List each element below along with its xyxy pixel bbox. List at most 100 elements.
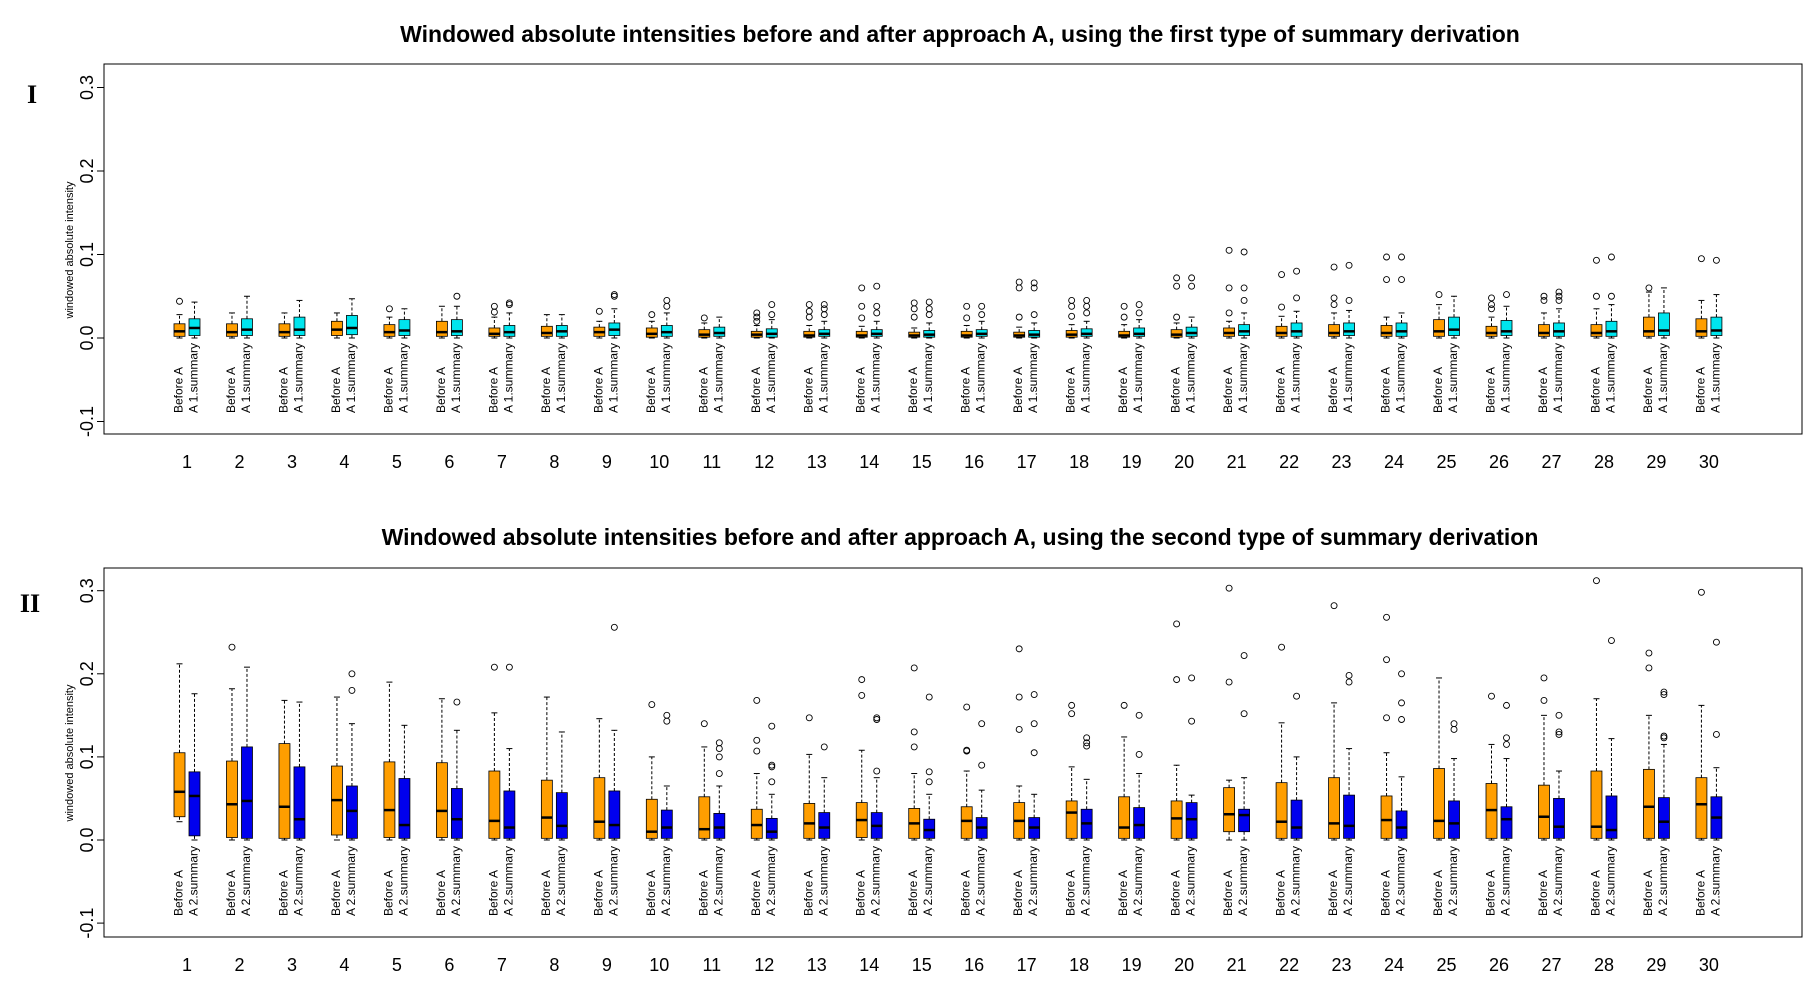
box-after: A 2.summary bbox=[1341, 672, 1355, 916]
outlier-point bbox=[1398, 670, 1405, 678]
box-before: Before A bbox=[1641, 649, 1655, 916]
outlier-point bbox=[1240, 710, 1248, 718]
box-body bbox=[278, 323, 291, 337]
box-label: Before A bbox=[276, 367, 290, 413]
group-label: 27 bbox=[1541, 452, 1561, 472]
outlier-point bbox=[820, 311, 828, 319]
box-after: A 2.summary bbox=[1603, 637, 1618, 916]
outlier-point bbox=[700, 720, 708, 728]
box-label: Before A bbox=[1169, 870, 1183, 916]
box-body bbox=[1710, 316, 1723, 336]
box-label: A 2.summary bbox=[344, 846, 358, 916]
box-before: Before A bbox=[1431, 677, 1445, 916]
box-body bbox=[1275, 782, 1288, 839]
box-body bbox=[1343, 794, 1355, 839]
outlier-point bbox=[1330, 294, 1338, 302]
box-body bbox=[1448, 800, 1460, 839]
outlier-point bbox=[1068, 710, 1076, 718]
box-label: A 2.summary bbox=[1551, 846, 1565, 916]
box-label: A 1.summary bbox=[974, 343, 988, 413]
box-after: A 2.summary bbox=[239, 666, 253, 916]
outlier-point bbox=[1240, 248, 1248, 256]
box-label: Before A bbox=[224, 870, 238, 916]
group-label: 19 bbox=[1122, 452, 1142, 472]
box-before: Before A bbox=[434, 698, 448, 916]
outlier-point bbox=[1503, 734, 1510, 742]
box-before: Before A bbox=[591, 718, 605, 916]
outlier-point bbox=[1593, 292, 1600, 300]
outlier-point bbox=[1593, 256, 1600, 264]
box-body bbox=[241, 318, 253, 336]
box-body bbox=[713, 326, 726, 337]
outlier-point bbox=[1503, 701, 1510, 709]
box-label: Before A bbox=[1274, 870, 1288, 916]
box-body bbox=[1118, 796, 1131, 839]
box-body bbox=[555, 792, 568, 839]
box-body bbox=[660, 809, 673, 839]
outlier-point bbox=[176, 297, 183, 305]
group-label: 19 bbox=[1122, 955, 1142, 975]
outlier-point bbox=[768, 722, 776, 730]
box-after: A 1.summary bbox=[396, 308, 410, 413]
box-label: A 1.summary bbox=[344, 343, 358, 413]
box-body bbox=[803, 803, 816, 839]
box-label: Before A bbox=[854, 367, 868, 413]
box-label: A 2.summary bbox=[187, 846, 201, 916]
y-tick-label: 0.0 bbox=[77, 827, 97, 852]
group-label: 26 bbox=[1489, 955, 1509, 975]
box-label: A 2.summary bbox=[606, 846, 620, 916]
box-label: Before A bbox=[434, 870, 448, 916]
box-label: Before A bbox=[591, 870, 605, 916]
group-label: 18 bbox=[1069, 955, 1089, 975]
outlier-point bbox=[1240, 284, 1248, 292]
outlier-point bbox=[1173, 274, 1181, 282]
box-before: Before A bbox=[486, 663, 500, 916]
box-body bbox=[488, 327, 501, 337]
box-body bbox=[1590, 324, 1603, 337]
box-label: Before A bbox=[749, 367, 763, 413]
box-label: A 1.summary bbox=[1551, 343, 1565, 413]
box-body bbox=[818, 812, 831, 839]
plot-frame bbox=[103, 567, 1803, 938]
box-before: Before A bbox=[749, 309, 763, 413]
outlier-point bbox=[1645, 649, 1653, 657]
box-after: A 1.summary bbox=[239, 295, 253, 413]
outlier-point bbox=[1645, 284, 1653, 292]
box-label: A 2.summary bbox=[1603, 846, 1617, 916]
outlier-point bbox=[1068, 302, 1076, 310]
box-body bbox=[803, 330, 816, 338]
box-before: Before A bbox=[696, 314, 710, 413]
box-body bbox=[608, 790, 621, 839]
panel-II-title: Windowed absolute intensities before and… bbox=[382, 524, 1539, 550]
box-body bbox=[1133, 327, 1146, 337]
outlier-point bbox=[820, 743, 828, 751]
box-after: A 2.summary bbox=[1026, 691, 1040, 916]
box-label: A 2.summary bbox=[554, 846, 568, 916]
box-label: Before A bbox=[329, 870, 343, 916]
box-label: A 2.summary bbox=[764, 846, 778, 916]
box-before: Before A bbox=[959, 302, 973, 413]
outlier-point bbox=[663, 296, 671, 304]
box-body bbox=[1223, 787, 1235, 833]
box-label: A 2.summary bbox=[869, 846, 883, 916]
group-label: 5 bbox=[392, 452, 402, 472]
outlier-point bbox=[1188, 282, 1196, 290]
box-after: A 1.summary bbox=[1656, 287, 1670, 413]
outlier-point bbox=[858, 676, 866, 684]
outlier-point bbox=[910, 664, 918, 672]
box-after: A 2.summary bbox=[554, 731, 568, 916]
box-after: A 2.summary bbox=[1446, 720, 1460, 916]
box-before: Before A bbox=[906, 664, 920, 916]
outlier-point bbox=[715, 753, 723, 761]
box-body bbox=[1605, 795, 1618, 839]
group-label: 16 bbox=[964, 955, 984, 975]
group-label: 20 bbox=[1174, 955, 1194, 975]
panel-I-label: I bbox=[27, 80, 37, 109]
outlier-point bbox=[1450, 726, 1458, 733]
outlier-point bbox=[1173, 620, 1181, 628]
group-label: 21 bbox=[1227, 955, 1247, 975]
box-body bbox=[1380, 325, 1393, 337]
outlier-point bbox=[963, 314, 971, 322]
outlier-point bbox=[1015, 645, 1023, 653]
y-tick-label: 0.2 bbox=[77, 661, 97, 686]
